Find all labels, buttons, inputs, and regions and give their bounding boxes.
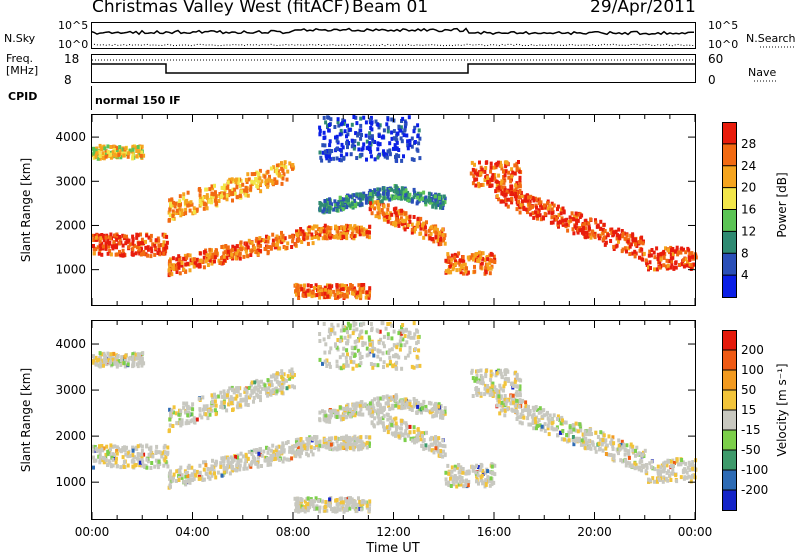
- y-tick-label: 1000: [55, 263, 86, 277]
- power-heatmap: [92, 115, 698, 301]
- freq-trace: [92, 63, 695, 74]
- colorbar-segment: [722, 350, 737, 371]
- power-panel-frame: [91, 114, 696, 306]
- colorbar-segment: [722, 370, 737, 391]
- freq-nave-panel: [91, 54, 696, 83]
- velocity-heatmap: [92, 321, 698, 514]
- nave-legend-dots: [754, 80, 776, 82]
- colorbar-segment: [722, 490, 737, 511]
- nave-tick-min: 0: [708, 73, 716, 87]
- colorbar-tick: 15: [741, 403, 756, 417]
- freq-unit: [MHz]: [6, 64, 39, 77]
- nsearch-tick-min: 10^0: [708, 38, 739, 51]
- colorbar-segment: [722, 450, 737, 471]
- colorbar-segment: [722, 430, 737, 451]
- colorbar-tick: -15: [741, 423, 761, 437]
- y-tick-label: 2000: [55, 218, 86, 232]
- x-tick-label: 00:00: [678, 525, 713, 539]
- nave-tick-max: 60: [708, 52, 724, 66]
- y-tick-label: 4000: [55, 130, 86, 144]
- x-tick-label: 08:00: [276, 525, 311, 539]
- colorbar-tick: 16: [741, 203, 756, 217]
- nsearch-tick-max: 10^5: [708, 19, 739, 32]
- y-tick-label: 2000: [55, 429, 86, 443]
- nsky-panel: [91, 22, 696, 49]
- freq-tick-min: 8: [64, 73, 72, 87]
- colorbar-segment: [722, 165, 737, 189]
- x-tick-label: 20:00: [577, 525, 612, 539]
- freq-tick-max: 18: [64, 52, 80, 66]
- y-tick-label: 1000: [55, 475, 86, 489]
- beam-label: Beam 01: [352, 0, 429, 17]
- colorbar-tick: 100: [741, 363, 764, 377]
- velocity-panel-frame: [91, 320, 696, 520]
- x-tick-label: 00:00: [75, 525, 110, 539]
- y-tick-label: 3000: [55, 174, 86, 188]
- nsky-trace: [91, 27, 694, 36]
- x-tick-label: 04:00: [175, 525, 210, 539]
- velocity-colorbar-label: Velocity [m s⁻¹]: [775, 363, 789, 456]
- colorbar-tick: -200: [741, 483, 768, 497]
- x-axis-label: Time UT: [365, 541, 419, 554]
- power-colorbar-label: Power [dB]: [775, 172, 789, 237]
- colorbar-segment: [722, 470, 737, 491]
- colorbar-segment: [722, 122, 737, 145]
- colorbar-tick: 12: [741, 224, 756, 238]
- y-tick-label: 4000: [55, 337, 86, 351]
- nsearch-label: N.Search: [746, 32, 796, 45]
- cpid-marker: [91, 86, 92, 110]
- colorbar-tick: 200: [741, 343, 764, 357]
- velocity-ylabel: Slant Range [km]: [19, 368, 33, 472]
- y-tick-label: 3000: [55, 383, 86, 397]
- freq-label: Freq.: [6, 52, 34, 65]
- x-tick-label: 12:00: [376, 525, 411, 539]
- colorbar-segment: [722, 275, 737, 298]
- date-label: 29/Apr/2011: [590, 0, 696, 17]
- nsky-tick-min: 10^0: [58, 38, 89, 51]
- colorbar-tick: 50: [741, 383, 756, 397]
- velocity-colorbar: 200 100 50 15 -15 -50 -100 -200: [722, 330, 768, 511]
- power-ylabel: Slant Range [km]: [19, 158, 33, 262]
- colorbar-segment: [722, 330, 737, 351]
- colorbar-segment: [722, 390, 737, 411]
- nave-label: Nave: [748, 66, 777, 79]
- radar-title: Christmas Valley West (fitACF): [92, 0, 351, 17]
- colorbar-tick: 24: [741, 159, 756, 173]
- colorbar-segment: [722, 187, 737, 210]
- colorbar-tick: 4: [741, 268, 749, 282]
- colorbar-segment: [722, 253, 737, 276]
- x-tick-label: 16:00: [477, 525, 512, 539]
- colorbar-segment: [722, 209, 737, 232]
- colorbar-segment: [722, 143, 737, 167]
- colorbar-tick: -50: [741, 443, 761, 457]
- nsearch-trace: [91, 43, 695, 47]
- colorbar-tick: 20: [741, 181, 756, 195]
- cpid-label: CPID: [8, 90, 38, 103]
- axes: 1000 2000 3000 4000 1000 2000 3000 4000 00:00 04:…: [55, 115, 712, 539]
- colorbar-tick: 28: [741, 137, 756, 151]
- power-colorbar: 4 8 12 16 20 24 28: [722, 122, 756, 298]
- nsky-label: N.Sky: [4, 32, 36, 45]
- colorbar-segment: [722, 410, 737, 431]
- colorbar-tick: -100: [741, 463, 768, 477]
- nsky-tick-max: 10^5: [58, 19, 89, 32]
- cpid-value: normal 150 IF: [95, 94, 181, 107]
- colorbar-segment: [722, 231, 737, 254]
- colorbar-tick: 8: [741, 246, 749, 260]
